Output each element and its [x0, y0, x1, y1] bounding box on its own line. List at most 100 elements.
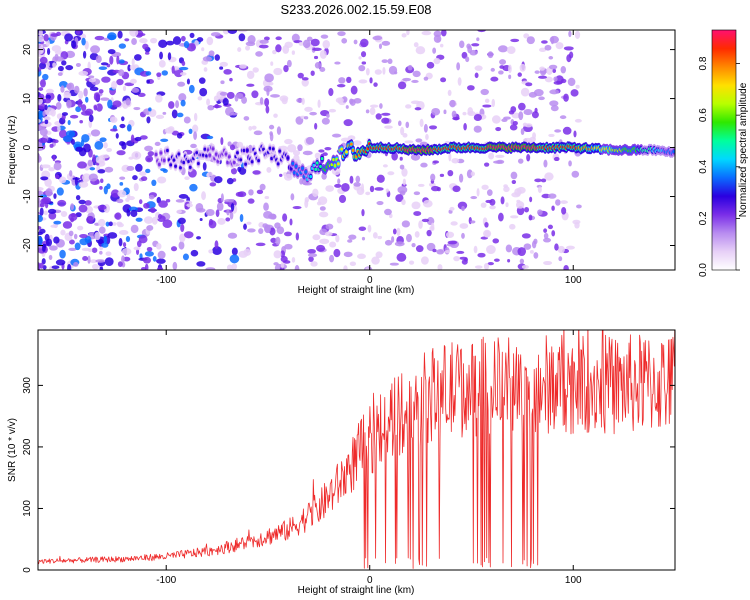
spectrogram-noise-cell	[66, 83, 72, 90]
spectrogram-noise-cell	[151, 216, 158, 225]
spectrogram-noise-cell	[490, 67, 495, 72]
spectrogram-noise-cell	[188, 84, 195, 94]
spectrogram-noise-cell	[199, 217, 203, 222]
spectrogram-noise-cell	[106, 148, 113, 153]
spectrogram-noise-cell	[291, 50, 296, 55]
colorbar-gradient	[712, 30, 736, 270]
spectrogram-noise-cell	[388, 65, 398, 75]
spectrogram-ridge-core	[211, 147, 215, 151]
spectrogram-noise-cell	[491, 98, 496, 108]
spectrogram-noise-cell	[148, 107, 152, 112]
spectrogram-noise-cell	[39, 128, 48, 136]
spectrogram-noise-cell	[131, 87, 140, 93]
spectrogram-noise-cell	[273, 250, 282, 259]
spectrogram-noise-cell	[441, 30, 447, 37]
spectrogram-noise-cell	[61, 60, 67, 66]
spectrogram-noise-cell	[543, 260, 553, 266]
spectrogram-noise-cell	[283, 231, 292, 237]
spectrogram-noise-cell	[413, 211, 422, 217]
spectrogram-noise-cell	[106, 183, 111, 190]
spectrogram-noise-cell	[343, 251, 353, 258]
spectrogram-noise-cell	[450, 221, 458, 226]
spectrogram-noise-cell	[111, 80, 117, 90]
spectrogram-noise-cell	[79, 119, 83, 124]
spectrogram-noise-cell	[95, 55, 102, 63]
spectrogram-noise-cell	[269, 227, 276, 236]
spectrogram-ridge-core	[270, 156, 274, 161]
spectrogram-noise-cell	[489, 205, 496, 210]
spectrogram-ridge-core	[351, 148, 355, 152]
spectrogram-noise-cell	[126, 124, 132, 132]
spectrogram-noise-cell	[78, 181, 89, 188]
spectrogram-noise-cell	[179, 233, 186, 243]
spectrogram-noise-cell	[492, 238, 500, 244]
spectrogram-ridge-core	[195, 151, 199, 155]
spectrogram-noise-cell	[314, 62, 322, 69]
spectrogram-noise-cell	[508, 74, 512, 80]
spectrogram-noise-cell	[423, 123, 428, 133]
spectrogram-noise-cell	[376, 174, 385, 183]
spectrogram-noise-cell	[377, 235, 383, 240]
spectrogram-noise-cell	[51, 265, 60, 270]
spectrogram-noise-cell	[326, 113, 330, 118]
spectrogram-noise-cell	[142, 43, 149, 50]
spectrogram-noise-cell	[144, 216, 154, 224]
snr-ytick-label: 300	[22, 377, 33, 394]
spectrogram-noise-cell	[304, 199, 309, 208]
spectrogram-noise-cell	[122, 103, 126, 108]
spectrogram-noise-cell	[85, 96, 89, 103]
spectrogram-noise-cell	[574, 221, 580, 229]
spectrogram-noise-cell	[65, 65, 74, 71]
spectrogram-ridge-core	[332, 158, 335, 162]
spectrogram-noise-cell	[574, 118, 582, 123]
spectrogram-noise-cell	[207, 105, 215, 111]
spectrogram-noise-cell	[155, 94, 163, 103]
spectrogram-noise-cell	[552, 68, 557, 74]
spectrogram-noise-cell	[483, 263, 490, 270]
spectrogram-noise-cell	[519, 63, 526, 72]
spectrogram-noise-cell	[62, 135, 73, 143]
spectrogram-noise-cell	[514, 188, 522, 196]
spectrogram-noise-cell	[319, 238, 330, 245]
spectrogram-noise-cell	[423, 76, 429, 81]
spectrogram-noise-cell	[474, 265, 483, 269]
spectrogram-noise-cell	[532, 132, 536, 140]
snr-series-line	[38, 330, 675, 569]
spectrogram-noise-cell	[474, 65, 483, 71]
spectrogram-noise-cell	[162, 111, 167, 115]
spectrogram-noise-cell	[508, 64, 512, 74]
spectrogram-noise-cell	[510, 38, 520, 43]
spectrogram-noise-cell	[486, 189, 493, 196]
spectrogram-noise-cell	[116, 55, 120, 65]
spectrogram-noise-cell	[139, 38, 148, 44]
spectrogram-noise-cell	[397, 186, 408, 194]
spectrogram-noise-cell	[189, 32, 195, 38]
spectrogram-noise-cell	[131, 151, 142, 160]
spectrogram-noise-cell	[276, 226, 285, 235]
spectrogram-noise-cell	[134, 136, 142, 142]
spectrogram-noise-cell	[395, 194, 404, 203]
spectrogram-noise-cell	[336, 83, 346, 88]
spectrogram-noise-cell	[473, 245, 478, 254]
spectrogram-noise-cell	[310, 261, 318, 267]
spectrogram-noise-cell	[369, 104, 379, 108]
spectrogram-noise-cell	[138, 235, 148, 244]
spectrogram-noise-cell	[280, 250, 286, 258]
spectrogram-noise-cell	[55, 31, 62, 37]
spectrogram-noise-cell	[210, 32, 221, 37]
spectrogram-noise-cell	[248, 189, 254, 196]
spectrogram-noise-cell	[537, 186, 542, 193]
spectrogram-noise-cell	[335, 234, 340, 243]
spectrogram-ylabel: Frequency (Hz)	[7, 116, 18, 185]
spectrogram-noise-cell	[426, 229, 432, 237]
spectrogram-noise-cell	[165, 40, 175, 46]
spectrogram-noise-cell	[69, 170, 73, 177]
spectrogram-noise-cell	[325, 223, 334, 230]
spectrogram-noise-cell	[333, 248, 341, 258]
spectrogram-noise-cell	[171, 109, 178, 119]
spectrogram-noise-cell	[57, 94, 62, 102]
spectrogram-noise-cell	[118, 59, 125, 64]
spectrogram-noise-cell	[273, 113, 278, 118]
spectrogram-noise-cell	[247, 228, 256, 233]
